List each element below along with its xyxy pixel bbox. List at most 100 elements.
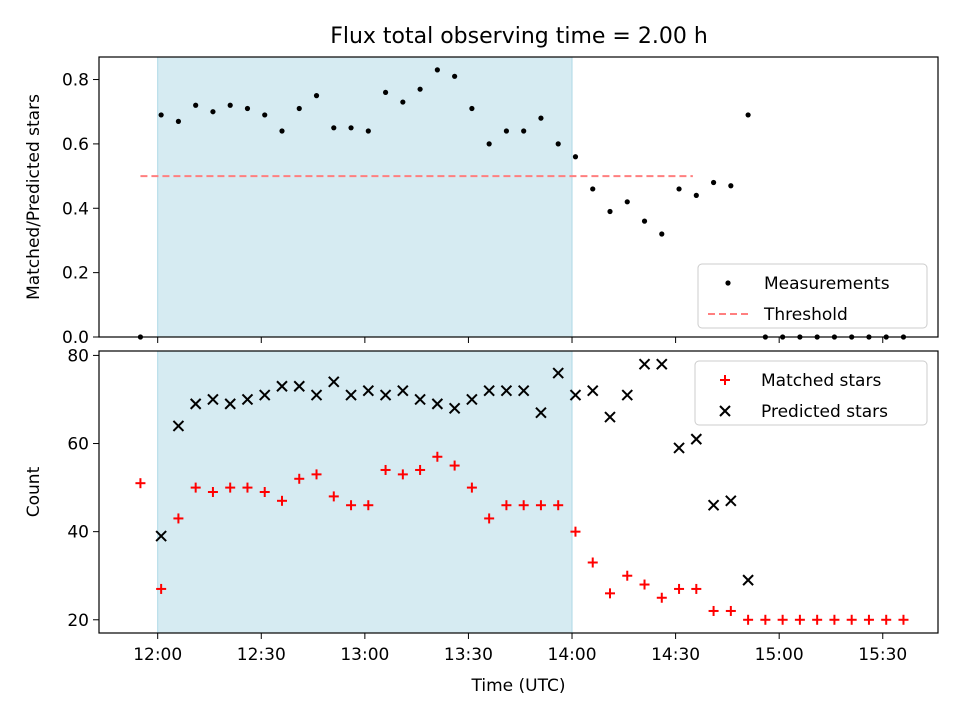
data-point bbox=[676, 186, 682, 192]
data-point bbox=[745, 112, 751, 118]
data-point bbox=[622, 570, 633, 581]
data-point bbox=[569, 389, 582, 401]
chart-title: Flux total observing time = 2.00 h bbox=[330, 24, 708, 49]
legend-label: Predicted stars bbox=[761, 402, 888, 422]
axes-frame bbox=[98, 56, 939, 338]
data-point bbox=[434, 67, 440, 73]
x-tick-label: 13:00 bbox=[340, 645, 389, 665]
x-tick-label: 15:30 bbox=[858, 645, 907, 665]
data-point bbox=[397, 469, 408, 480]
data-point bbox=[452, 73, 458, 79]
data-point bbox=[659, 231, 665, 237]
data-point bbox=[363, 500, 374, 511]
data-point bbox=[503, 128, 510, 134]
data-point bbox=[135, 478, 146, 489]
data-point bbox=[553, 500, 564, 511]
data-point bbox=[552, 367, 564, 379]
top-panel: 0.0 0.2 0.4 0.6 0.8 Matched/Predicted stars Me… bbox=[24, 56, 939, 348]
observing-window-shade bbox=[157, 56, 573, 338]
y-tick-label: 80 bbox=[67, 346, 89, 366]
data-point bbox=[710, 179, 717, 186]
legend-box bbox=[694, 360, 928, 426]
legend-swatch bbox=[725, 280, 731, 286]
data-point bbox=[225, 482, 236, 493]
data-point bbox=[501, 500, 512, 511]
x-tick-label: 12:30 bbox=[237, 645, 286, 665]
data-point bbox=[673, 442, 685, 454]
x-tick-label: 14:00 bbox=[548, 645, 597, 665]
y-tick-label: 0.0 bbox=[62, 328, 89, 348]
data-point bbox=[400, 99, 406, 105]
observing-window-shade bbox=[157, 350, 573, 634]
data-point bbox=[707, 499, 720, 511]
series-predicted-stars bbox=[155, 358, 754, 586]
data-point bbox=[310, 389, 323, 401]
data-point bbox=[777, 614, 788, 625]
legend: Matched stars Predicted stars bbox=[694, 360, 928, 426]
data-point bbox=[397, 384, 409, 397]
legend-label: Matched stars bbox=[761, 371, 881, 391]
data-point bbox=[898, 614, 909, 625]
data-point bbox=[760, 614, 771, 625]
data-point bbox=[207, 393, 219, 406]
data-point bbox=[449, 460, 460, 471]
data-point bbox=[484, 513, 495, 524]
data-point bbox=[432, 451, 443, 462]
data-point bbox=[604, 588, 615, 599]
data-point bbox=[587, 384, 599, 397]
data-point bbox=[296, 105, 302, 112]
legend-box bbox=[697, 263, 928, 329]
data-point bbox=[276, 380, 288, 392]
data-point bbox=[293, 380, 305, 392]
data-point bbox=[656, 592, 667, 603]
data-point bbox=[313, 93, 320, 99]
data-point bbox=[244, 105, 251, 112]
data-point bbox=[535, 406, 547, 419]
y-axis-label: Matched/Predicted stars bbox=[24, 94, 44, 300]
data-point bbox=[348, 125, 354, 131]
data-point bbox=[743, 614, 754, 625]
data-point bbox=[448, 402, 461, 414]
x-tick-label: 15:00 bbox=[755, 645, 804, 665]
data-point bbox=[587, 557, 598, 568]
data-point bbox=[624, 199, 630, 205]
data-point bbox=[521, 128, 527, 134]
data-point bbox=[693, 192, 699, 198]
y-tick-label: 40 bbox=[67, 523, 89, 543]
data-point bbox=[279, 128, 285, 134]
data-point bbox=[155, 530, 167, 542]
data-point bbox=[276, 495, 287, 506]
data-point bbox=[227, 102, 233, 108]
data-point bbox=[417, 86, 423, 92]
data-point bbox=[328, 491, 339, 502]
data-point bbox=[242, 482, 253, 493]
data-point bbox=[158, 112, 164, 118]
x-tick-label: 14:30 bbox=[651, 645, 700, 665]
data-point bbox=[189, 398, 202, 410]
data-point bbox=[173, 513, 184, 524]
data-point bbox=[466, 393, 478, 406]
x-tick-label: 13:30 bbox=[444, 645, 493, 665]
data-point bbox=[311, 469, 322, 480]
data-point bbox=[294, 473, 305, 484]
data-point bbox=[742, 574, 754, 586]
data-point bbox=[431, 398, 444, 410]
data-point bbox=[829, 614, 840, 625]
data-point bbox=[517, 384, 530, 397]
data-point bbox=[241, 393, 254, 406]
y-tick-label: 20 bbox=[67, 611, 89, 631]
y-axis-label: Count bbox=[24, 466, 44, 517]
data-point bbox=[466, 482, 477, 493]
legend-swatch bbox=[719, 405, 731, 417]
legend-label: Threshold bbox=[763, 305, 848, 325]
data-point bbox=[535, 500, 546, 511]
data-point bbox=[794, 614, 805, 625]
data-point bbox=[328, 376, 340, 388]
data-point bbox=[607, 208, 613, 215]
x-tick-label: 12:00 bbox=[133, 645, 182, 665]
data-point bbox=[483, 384, 495, 397]
data-point bbox=[362, 384, 375, 397]
axes-frame bbox=[98, 350, 939, 634]
series-measurements bbox=[137, 67, 907, 340]
